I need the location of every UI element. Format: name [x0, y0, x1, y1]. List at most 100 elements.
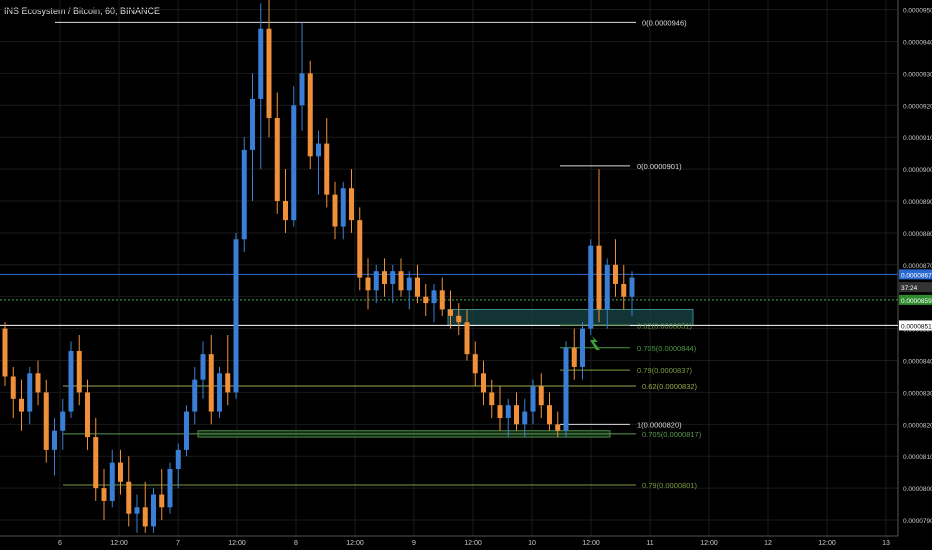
y-tick-label: 0.0000950: [903, 8, 932, 15]
price-label-box: [899, 269, 932, 280]
y-tick-label: 0.0000880: [903, 231, 932, 238]
x-tick-label: 6: [58, 540, 62, 547]
candle-body: [497, 405, 503, 418]
candle-body: [316, 143, 321, 157]
candle-body: [118, 462, 123, 482]
fib-level-label: 0.705(0.0000844): [637, 344, 697, 353]
price-label-box: [899, 282, 932, 293]
fib-level-label: 0.62(0.0000832): [642, 382, 698, 391]
candle-body: [60, 411, 66, 431]
candle-body: [258, 28, 264, 99]
candle-body: [291, 105, 297, 221]
candle-body: [93, 437, 99, 489]
candle-body: [241, 149, 247, 240]
candle-body: [274, 118, 280, 201]
candle-body: [85, 392, 90, 438]
candle-body: [52, 430, 57, 450]
candle-body: [299, 73, 305, 106]
price-label-box: [899, 294, 932, 305]
chart-title: INS Ecosystem / Bitcoin, 60, BINANCE: [4, 6, 161, 16]
fib-level-label: 0(0.0000901): [637, 162, 682, 171]
candle-body: [406, 277, 412, 291]
candle-body: [415, 277, 420, 297]
candle-body: [464, 322, 470, 355]
y-tick-label: 0.0000930: [903, 71, 932, 78]
candle-body: [208, 354, 214, 412]
candle-body: [200, 354, 206, 380]
candle-body: [489, 392, 495, 406]
y-tick-label: 0.0000830: [903, 390, 932, 397]
x-tick-label: 12:00: [228, 540, 246, 547]
candle-body: [27, 373, 33, 412]
x-tick-label: 8: [294, 540, 298, 547]
candle-body: [250, 98, 255, 150]
y-tick-label: 0.0000870: [903, 263, 932, 270]
candle-body: [571, 347, 577, 367]
candle-body: [530, 386, 536, 412]
y-tick-label: 0.0000820: [903, 422, 932, 429]
candle-body: [324, 143, 330, 195]
candle-body: [134, 507, 140, 514]
candle-body: [159, 494, 165, 508]
candle-body: [283, 201, 288, 221]
candle-body: [225, 373, 231, 393]
y-tick-label: 0.0000800: [903, 486, 932, 493]
candle-body: [43, 392, 49, 450]
candle-body: [398, 271, 404, 291]
y-tick-label: 0.0000810: [903, 454, 932, 461]
x-tick-label: 13: [882, 540, 890, 547]
candle-body: [538, 386, 544, 406]
candle-body: [514, 405, 519, 425]
x-tick-label: 12:00: [818, 540, 836, 547]
candle-body: [629, 277, 635, 297]
price-label: 37:24: [901, 285, 918, 292]
candle-body: [604, 264, 610, 310]
price-label: 0.0000851: [901, 323, 932, 330]
candle-body: [373, 271, 379, 291]
y-tick-label: 0.0000920: [903, 103, 932, 110]
fib-level-label: 1(0.0000820): [637, 420, 682, 429]
x-tick-label: 7: [176, 540, 180, 547]
x-tick-label: 10: [528, 540, 536, 547]
candle-body: [448, 309, 453, 316]
x-tick-label: 12:00: [346, 540, 364, 547]
y-tick-label: 0.0000890: [903, 199, 932, 206]
candle-body: [555, 424, 561, 431]
candle-body: [431, 290, 437, 304]
x-tick-label: 12:00: [110, 540, 128, 547]
candle-body: [547, 405, 552, 425]
candle-body: [266, 28, 272, 119]
candle-body: [184, 411, 189, 450]
candle-body: [307, 73, 313, 157]
candle-body: [596, 245, 602, 310]
candle-body: [233, 239, 239, 393]
candle-body: [68, 350, 74, 412]
candle-body: [10, 376, 16, 399]
candle-body: [332, 194, 338, 227]
price-label: 0.0000867: [901, 272, 932, 279]
x-tick-label: 12:00: [464, 540, 482, 547]
y-tick-label: 0.0000910: [903, 135, 932, 142]
candle-body: [580, 328, 585, 367]
candle-body: [423, 296, 429, 304]
y-tick-label: 0.0000840: [903, 359, 932, 366]
candle-body: [357, 220, 363, 278]
candle-body: [456, 315, 462, 323]
candle-body: [217, 373, 222, 412]
y-tick-label: 0.0000790: [903, 518, 932, 525]
candle-body: [101, 488, 107, 501]
candle-body: [621, 283, 627, 297]
candle-body: [349, 188, 354, 221]
candle-body: [109, 462, 115, 501]
candle-body: [76, 350, 82, 393]
candle-body: [192, 379, 198, 412]
candle-body: [35, 373, 41, 393]
candle-body: [175, 449, 181, 469]
candle-body: [142, 507, 148, 527]
candle-body: [613, 264, 618, 284]
arrow-icon: [590, 336, 600, 350]
fib-level-label: 0.79(0.0000837): [637, 366, 693, 375]
y-tick-label: 0.0000900: [903, 167, 932, 174]
fib-level-label: 0.62(0.0000851): [637, 321, 693, 330]
